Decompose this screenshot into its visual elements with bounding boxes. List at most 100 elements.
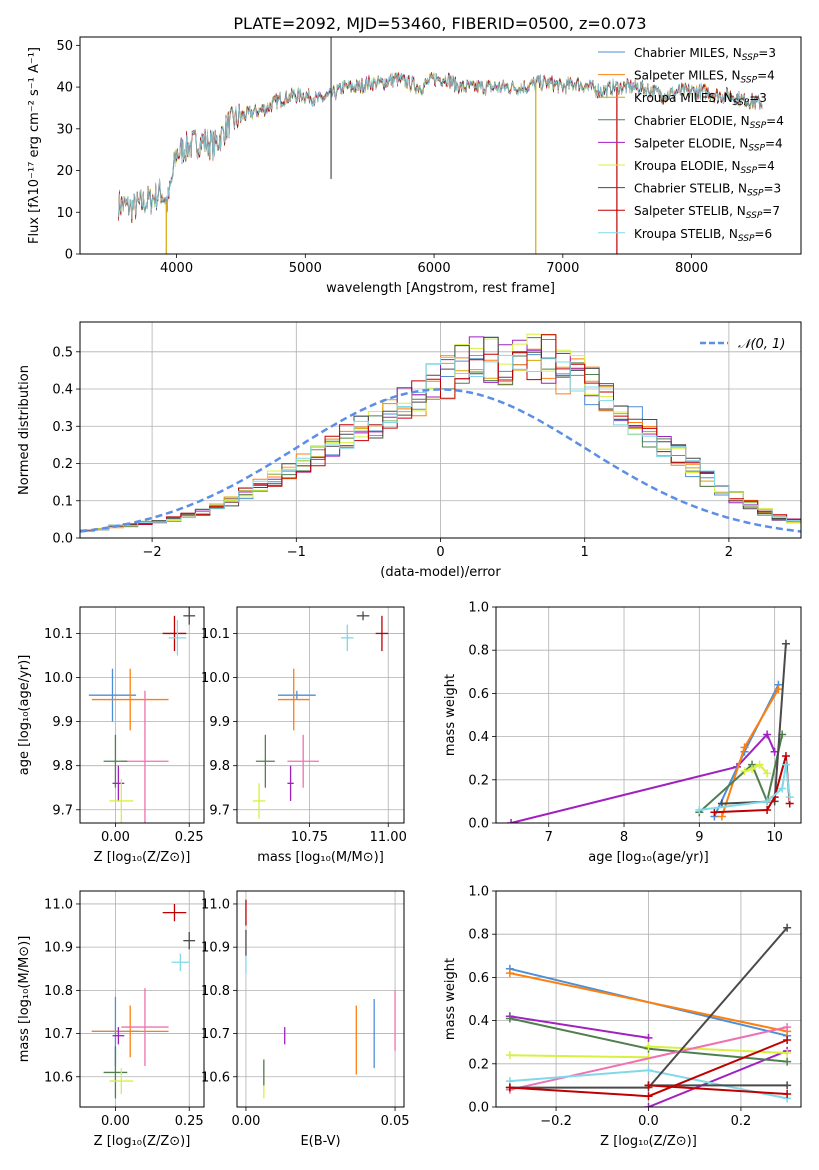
weight-marker [783,1049,792,1057]
weight-marker [781,760,790,769]
weight-marker [783,1081,792,1090]
legend-entry: Kroupa MILES, NSSP=3 [634,91,767,108]
weight-marker [763,769,772,778]
x-tick-label: 0.25 [175,830,204,845]
panel-mass_vs_ebv: 0.00 0.05 10.6 10.7 10.8 10.9 11.0 E(B-V) [201,890,410,1149]
x-tick-label: 8 [620,830,628,845]
x-tick-label: 7 [545,830,553,845]
y-tick-label: 0.0 [468,1101,489,1116]
weight-marker [774,685,783,694]
weight-marker [505,969,514,978]
y-tick-label: 10.0 [44,671,73,686]
errorbar-point-chabrier_miles [88,668,137,722]
axes-frame [79,321,802,539]
x-tick-label: 0.0 [638,1114,659,1129]
weight-marker [644,1042,653,1051]
errorbar-point-chabrier_stelib [183,607,196,625]
weight-marker [781,639,790,648]
y-tick-label: 0.8 [468,644,489,659]
y-tick-label: 0.8 [468,928,489,943]
x-tick-label: 0.05 [381,1114,410,1129]
panel-weight_vs_age: 7 8 9 10 0.0 0.2 0.4 0.6 0.8 1.0 age [log₁₀(age/yr… [443,601,802,865]
legend-entry: Chabrier ELODIE, NSSP=4 [634,114,784,131]
weight-marker [644,1092,653,1101]
weight-marker [505,1051,514,1060]
legend-entry: Salpeter ELODIE, NSSP=4 [634,136,783,153]
legend-entry: 𝒩(0, 1) [738,337,785,352]
errorbar-point-kroupa_stelib [171,953,190,971]
y-tick-label: 9.9 [209,715,230,730]
errorbar-point-kroupa_stelib [168,620,187,656]
y-tick-label: 10.8 [201,984,230,999]
panel-residual_hist: −2 −1 0 1 2 0.0 0.1 0.2 0.3 0.4 0.5 (data-model)/er… [17,321,802,580]
y-tick-label: 40 [56,81,73,96]
weight-marker [748,765,757,773]
weight-marker [783,1057,792,1066]
x-axis-label: age [log₁₀(age/yr)] [588,850,709,865]
axes: −0.2 0.0 0.2 0.0 0.2 0.4 0.6 0.8 1.0 Z [log₁₀(Z/Z… [443,885,802,1149]
y-tick-label: 0.2 [52,457,73,472]
y-tick-label: 9.7 [209,803,230,818]
y-tick-label: 0.6 [468,687,489,702]
y-tick-label: 11.0 [44,897,73,912]
weight-marker [740,743,749,752]
y-tick-label: 50 [56,39,73,54]
y-tick-label: 0.2 [468,773,489,788]
y-tick-label: 10.8 [44,984,73,999]
weight-line-salpeter_stelib [648,1084,788,1095]
legend: Chabrier MILES, NSSP=3 Salpeter MILES, NS… [598,46,784,244]
y-tick-label: 10.9 [201,941,230,956]
x-tick-label: 2 [725,545,733,560]
grid [237,891,404,1107]
y-axis-label: mass [log₁₀(M/M⊙)] [17,936,32,1063]
errorbar-point-salpeter_miles [91,668,169,731]
x-tick-label: 1 [581,545,589,560]
grid [237,607,404,823]
errorbar-point-pink [121,988,169,1066]
weight-line-kroupa_elodie [509,1054,649,1059]
y-tick-label: 1.0 [468,601,489,616]
figure-title: PLATE=2092, MJD=53460, FIBERID=0500, z=0… [233,14,646,33]
errorbar-point-pink [287,734,319,788]
y-tick-label: 10.7 [44,1027,73,1042]
y-tick-label: 10.1 [44,627,73,642]
x-tick-label: −2 [143,545,162,560]
plot-area [505,923,792,1107]
y-axis-label: mass weight [443,958,458,1040]
axes-frame [79,606,205,824]
histogram-kroupa_stelib [80,354,801,533]
weight-marker [505,1014,514,1023]
weight-marker [763,730,772,739]
errorbar-point-salpeter_elodie [112,765,125,801]
errorbar-point-chabrier_elodie [103,734,128,788]
weight-line-kroupa_elodie [744,763,768,774]
axes: 0.00 0.05 10.6 10.7 10.8 10.9 11.0 E(B-V) [201,890,410,1149]
weight-marker [695,806,704,815]
spectrum-line-kroupa_stelib [118,72,763,220]
x-tick-label: 11.00 [370,830,407,845]
y-tick-label: 0.0 [468,817,489,832]
errorbar-point-chabrier_stelib [183,932,196,950]
x-tick-label: 0.25 [175,1114,204,1129]
histogram-salpeter_miles [80,348,801,532]
y-tick-label: 0.0 [52,532,73,547]
x-tick-label: 9 [695,830,703,845]
axes: 0.00 0.25 9.7 9.8 9.9 10.0 10.1 Z [log₁₀(Z/Z⊙)]… [17,606,205,865]
x-tick-label: −1 [287,545,306,560]
axes-frame [79,36,802,255]
weight-marker [763,797,772,806]
weight-marker [717,812,726,821]
axes-frame [236,606,405,824]
y-tick-label: 0.4 [52,383,73,398]
errorbar-point-chabrier_miles [277,690,316,700]
plot-area [80,333,801,533]
weight-marker [781,752,790,761]
x-axis-label: Z [log₁₀(Z/Z⊙)] [94,1134,191,1149]
y-tick-label: 0.1 [52,494,73,509]
grid [80,607,204,823]
panel-age_vs_Z: 0.00 0.25 9.7 9.8 9.9 10.0 10.1 Z [log₁₀(Z/Z⊙)]… [17,606,205,865]
y-tick-label: 0 [65,248,73,263]
weight-line-kroupa_elodie [648,1045,788,1054]
panel-age_vs_mass: 10.75 11.00 9.7 9.8 9.9 10.0 10.1 mass [log₁₀(M… [201,606,407,865]
x-tick-label: 0.00 [101,1114,130,1129]
